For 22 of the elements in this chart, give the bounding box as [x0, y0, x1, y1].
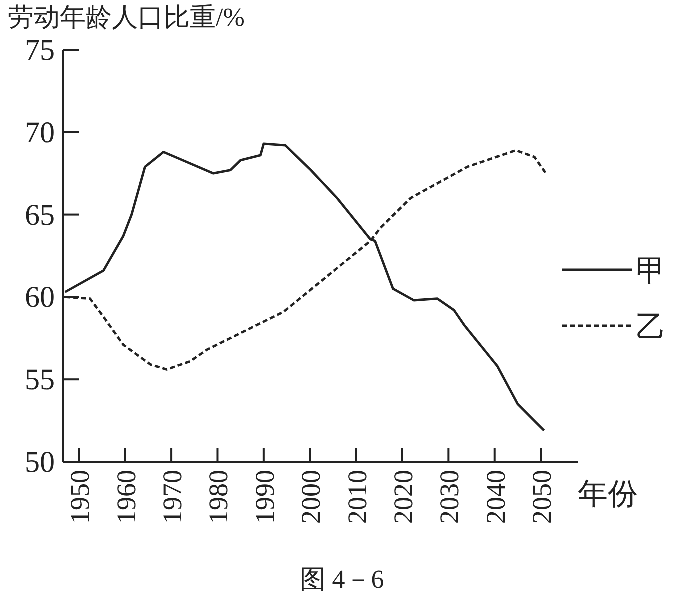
x-tick-label: 1950 — [65, 470, 96, 524]
legend-label: 甲 — [636, 255, 666, 288]
x-tick-label: 2020 — [388, 470, 418, 524]
x-axis-title: 年份 — [578, 478, 638, 511]
y-tick-label: 55 — [25, 364, 55, 397]
x-tick-label: 2000 — [296, 470, 326, 524]
x-tick-label: 2010 — [342, 470, 372, 524]
y-axis-title: 劳动年龄人口比重/% — [8, 3, 245, 32]
y-tick-label: 65 — [25, 198, 55, 232]
x-tick-label: 2040 — [480, 470, 511, 524]
x-tick-label: 1990 — [250, 470, 280, 524]
y-tick-label: 75 — [25, 34, 55, 67]
x-tick-label: 2030 — [434, 470, 465, 524]
legend-label: 乙 — [636, 311, 666, 344]
x-tick-label: 1970 — [158, 470, 188, 524]
y-tick-label: 70 — [25, 116, 55, 150]
x-tick-label: 2050 — [527, 470, 558, 524]
x-tick-label: 1960 — [111, 470, 142, 524]
caption: 图 4－6 — [300, 565, 384, 594]
x-tick-label: 1980 — [204, 470, 234, 524]
y-tick-label: 60 — [25, 281, 55, 314]
y-tick-label: 50 — [25, 446, 55, 479]
